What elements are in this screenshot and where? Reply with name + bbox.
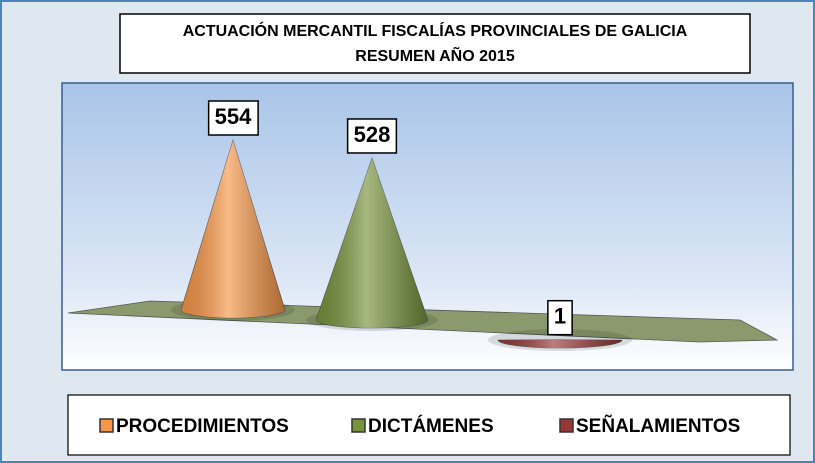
data-label-box xyxy=(547,299,573,336)
legend-label: DICTÁMENES xyxy=(368,415,494,437)
data-label: 554 xyxy=(215,104,252,129)
legend-label: SEÑALAMIENTOS xyxy=(576,415,740,437)
legend-label: PROCEDIMIENTOS xyxy=(116,416,289,437)
legend-box xyxy=(67,394,791,456)
legend-marker xyxy=(559,418,574,433)
data-label: 1 xyxy=(554,304,566,329)
data-label: 528 xyxy=(354,122,391,147)
legend-marker xyxy=(351,418,366,433)
legend-marker xyxy=(99,418,114,433)
title-box xyxy=(119,13,751,74)
chart-title: ACTUACIÓN MERCANTIL FISCALÍAS PROVINCIAL… xyxy=(183,21,688,40)
data-label-box xyxy=(346,118,398,154)
chart-subtitle: RESUMEN AÑO 2015 xyxy=(355,45,515,65)
data-label-box xyxy=(207,100,259,136)
